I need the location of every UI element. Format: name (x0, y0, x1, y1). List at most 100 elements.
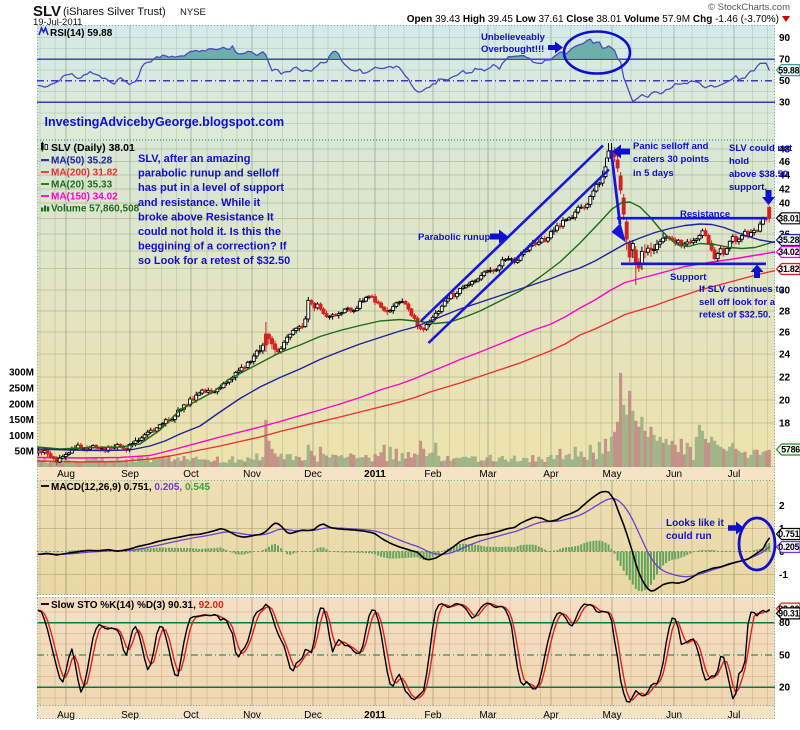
svg-text:2011: 2011 (364, 469, 386, 480)
svg-text:30: 30 (779, 98, 791, 109)
svg-text:35.28: 35.28 (778, 235, 799, 245)
svg-text:has put in a level of support: has put in a level of support (138, 182, 284, 194)
svg-text:May: May (603, 710, 622, 721)
svg-text:Mar: Mar (479, 469, 497, 480)
svg-text:Dec: Dec (304, 710, 322, 721)
svg-text:100M: 100M (9, 431, 34, 442)
svg-text:Parabolic runup: Parabolic runup (418, 232, 491, 243)
svg-text:sell off look for a: sell off look for a (699, 297, 776, 308)
svg-text:above $38.50: above $38.50 (729, 169, 788, 180)
svg-text:18: 18 (779, 419, 791, 430)
svg-text:46: 46 (779, 157, 791, 168)
svg-text:42: 42 (779, 185, 791, 196)
svg-text:Volume 57,860,508: Volume 57,860,508 (51, 204, 140, 215)
svg-text:and resistance. While it: and resistance. While it (138, 197, 261, 209)
svg-text:SLV could not: SLV could not (729, 143, 793, 154)
svg-text:MA(50) 35.28: MA(50) 35.28 (51, 156, 113, 167)
svg-text:28: 28 (779, 307, 791, 318)
svg-text:Slow STO %K(14) %D(3) 90.31, 9: Slow STO %K(14) %D(3) 90.31, 92.00 (51, 600, 224, 611)
svg-text:broke above Resistance It: broke above Resistance It (138, 211, 274, 223)
svg-text:Resistance: Resistance (680, 209, 730, 220)
svg-text:Overbought!!!: Overbought!!! (481, 44, 544, 55)
svg-text:70: 70 (779, 55, 791, 66)
svg-text:RSI(14) 59.88: RSI(14) 59.88 (50, 28, 113, 39)
svg-text:Jul: Jul (728, 469, 741, 480)
svg-text:could run: could run (666, 531, 712, 542)
svg-text:May: May (603, 469, 622, 480)
svg-text:Jun: Jun (666, 469, 682, 480)
svg-text:MA(150) 34.02: MA(150) 34.02 (51, 192, 118, 203)
svg-text:22: 22 (779, 373, 791, 384)
svg-text:30: 30 (779, 286, 791, 297)
svg-text:Apr: Apr (543, 710, 559, 721)
svg-text:34.02: 34.02 (778, 247, 799, 257)
svg-text:MACD(12,26,9) 0.751, 0.205, 0.: MACD(12,26,9) 0.751, 0.205, 0.545 (51, 482, 210, 493)
svg-text:90: 90 (779, 33, 791, 44)
svg-text:300M: 300M (9, 368, 34, 379)
svg-text:parabolic runup and selloff: parabolic runup and selloff (138, 168, 280, 180)
svg-text:24: 24 (779, 350, 791, 361)
svg-text:Aug: Aug (57, 469, 75, 480)
svg-text:48: 48 (779, 145, 791, 156)
svg-text:80: 80 (779, 618, 791, 629)
svg-text:26: 26 (779, 328, 791, 339)
svg-text:200M: 200M (9, 399, 34, 410)
svg-text:retest of $32.50.: retest of $32.50. (699, 310, 771, 321)
svg-text:InvestingAdvicebyGeorge.blogsp: InvestingAdvicebyGeorge.blogspot.com (45, 115, 285, 129)
svg-text:hold: hold (729, 156, 749, 167)
svg-text:in 5 days: in 5 days (633, 168, 674, 179)
svg-text:Sep: Sep (121, 469, 139, 480)
svg-text:20: 20 (779, 683, 791, 694)
svg-text:NYSE: NYSE (180, 7, 206, 18)
svg-text:31.82: 31.82 (778, 264, 799, 274)
svg-text:90.31: 90.31 (778, 609, 799, 619)
svg-text:Aug: Aug (57, 710, 75, 721)
svg-text:SLV (Daily) 38.01: SLV (Daily) 38.01 (51, 142, 135, 154)
svg-text:38.01: 38.01 (778, 214, 799, 224)
svg-text:could not hold it. Is this the: could not hold it. Is this the (138, 226, 281, 238)
svg-text:50: 50 (779, 76, 791, 87)
svg-text:© StockCharts.com: © StockCharts.com (708, 2, 790, 13)
svg-text:(iShares Silver Trust): (iShares Silver Trust) (63, 6, 166, 18)
svg-text:50: 50 (779, 650, 791, 661)
svg-text:0.205: 0.205 (778, 542, 799, 552)
svg-text:Open 39.43 High 39.45 Low 37.6: Open 39.43 High 39.45 Low 37.61 Close 38… (407, 14, 779, 25)
svg-text:Support: Support (670, 272, 707, 283)
svg-text:craters 30 points: craters 30 points (633, 154, 709, 165)
svg-text:Jun: Jun (666, 710, 682, 721)
svg-text:0.751: 0.751 (778, 529, 799, 539)
svg-text:Feb: Feb (424, 710, 442, 721)
svg-text:SLV, after an amazing: SLV, after an amazing (138, 153, 250, 165)
svg-text:MA(200) 31.82: MA(200) 31.82 (51, 168, 118, 179)
svg-text:50M: 50M (15, 447, 34, 458)
svg-text:-1: -1 (779, 570, 788, 581)
svg-text:40: 40 (779, 199, 791, 210)
svg-text:20: 20 (779, 396, 791, 407)
svg-text:Looks like it: Looks like it (666, 518, 724, 529)
svg-text:Sep: Sep (121, 710, 139, 721)
svg-text:Apr: Apr (543, 469, 559, 480)
svg-text:Jul: Jul (728, 710, 741, 721)
svg-text:SLV: SLV (33, 3, 61, 20)
svg-text:beggining of a correction? If: beggining of a correction? If (138, 241, 287, 253)
svg-text:If SLV continues to: If SLV continues to (699, 284, 785, 295)
svg-text:59.88: 59.88 (778, 65, 799, 75)
svg-text:150M: 150M (9, 415, 34, 426)
svg-text:250M: 250M (9, 384, 34, 395)
svg-text:19-Jul-2011: 19-Jul-2011 (33, 17, 82, 28)
svg-text:Oct: Oct (183, 710, 199, 721)
svg-text:so Look for a retest of $32.50: so Look for a retest of $32.50 (138, 255, 290, 267)
svg-text:2: 2 (779, 501, 785, 512)
svg-text:Mar: Mar (479, 710, 497, 721)
svg-text:Nov: Nov (243, 710, 261, 721)
svg-text:Panic selloff and: Panic selloff and (633, 141, 709, 152)
svg-text:Unbelieveably: Unbelieveably (481, 32, 546, 43)
svg-text:44: 44 (779, 171, 791, 182)
svg-text:Dec: Dec (304, 469, 322, 480)
svg-text:5786050: 5786050 (781, 445, 800, 455)
svg-text:MA(20) 35.33: MA(20) 35.33 (51, 180, 113, 191)
svg-text:support.: support. (729, 182, 767, 193)
svg-text:Nov: Nov (243, 469, 261, 480)
svg-text:Oct: Oct (183, 469, 199, 480)
svg-text:Feb: Feb (424, 469, 442, 480)
